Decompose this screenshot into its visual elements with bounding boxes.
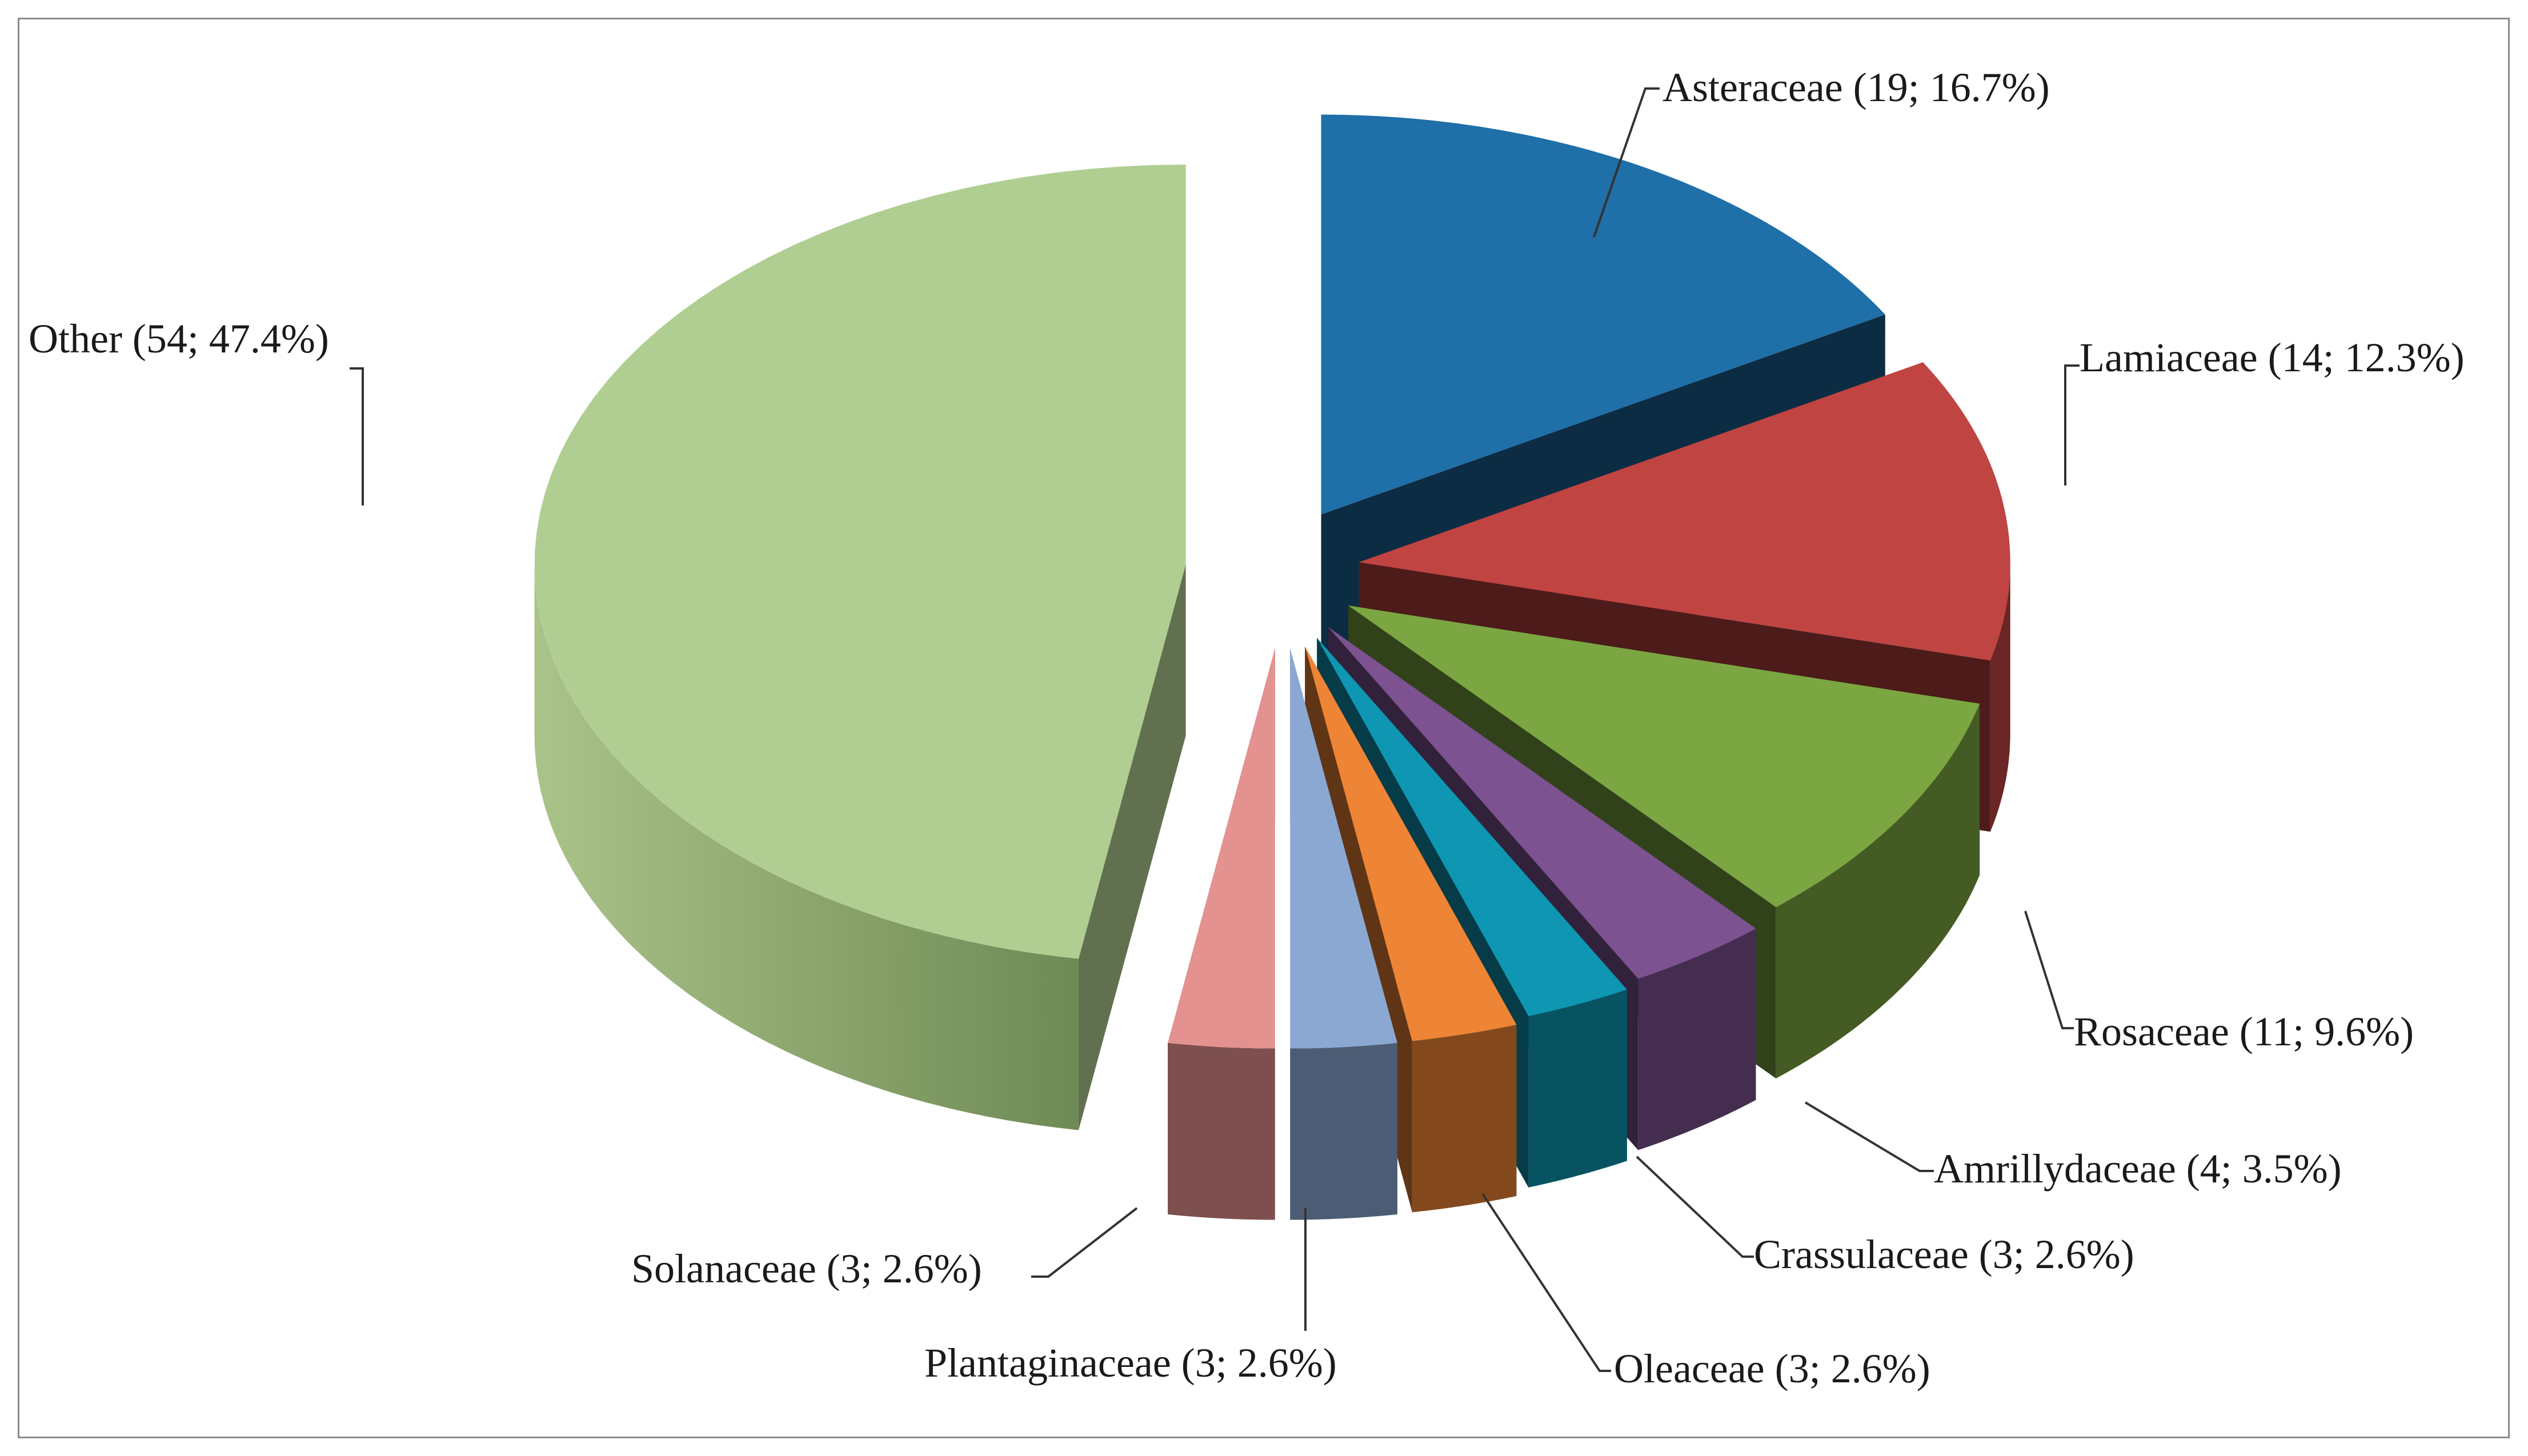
label-crassulaceae: Crassulaceae (3; 2.6%) [1754,1232,2134,1277]
slice-top [1290,648,1397,1049]
leader-line-amrillydaceae [1804,1101,1934,1172]
label-asteraceae: Asteraceae (19; 16.7%) [1662,65,2050,110]
label-plantaginaceae: Plantaginaceae (3; 2.6%) [924,1340,1337,1386]
slice-outer-side [1412,1024,1517,1213]
leader-line-rosaceae [2024,910,2074,1029]
slice-outer-side [1776,703,1980,1078]
data-labels: Asteraceae (19; 16.7%) Lamiaceae (14; 12… [29,65,2465,1391]
pie-slice-solanaceae [1168,648,1275,1220]
leader-line-crassulaceae [1636,1156,1754,1258]
leader-line-other [350,367,364,506]
slice-wall-start [1078,564,1186,1130]
slice-top [534,165,1186,959]
slice-outer-side [1290,1042,1397,1220]
slice-top [1328,627,1756,979]
label-solanaceae: Solanaceae (3; 2.6%) [631,1246,982,1291]
pie-slice-other [534,165,1186,1130]
leader-line-solanaceae [1031,1207,1138,1278]
leader-lines [350,87,2080,1372]
pie-slices [534,114,2010,1220]
label-lamiaceae: Lamiaceae (14; 12.3%) [2080,335,2465,380]
leader-line-lamiaceae [2064,364,2080,486]
slice-top [1321,114,1885,515]
slice-top [1317,637,1627,1016]
slice-outer-side [1528,989,1627,1188]
leader-line-oleaceae [1481,1193,1611,1372]
slice-outer-side [534,564,1079,1130]
slice-outer-side [1638,928,1756,1150]
label-other: Other (54; 47.4%) [29,316,329,362]
slice-outer-side [1168,1042,1275,1220]
slice-top [1305,646,1517,1041]
label-oleaceae: Oleaceae (3; 2.6%) [1614,1346,1930,1391]
slice-top [1359,362,2010,661]
pie-slice-plantaginaceae [1290,648,1397,1220]
label-amrillydaceae: Amrillydaceae (4; 3.5%) [1934,1146,2342,1192]
label-rosaceae: Rosaceae (11; 9.6%) [2074,1009,2414,1054]
leader-line-asteraceae [1593,87,1660,238]
slice-outer-side [1990,562,2010,832]
slice-top [1168,648,1275,1049]
slice-top [1348,605,1980,907]
